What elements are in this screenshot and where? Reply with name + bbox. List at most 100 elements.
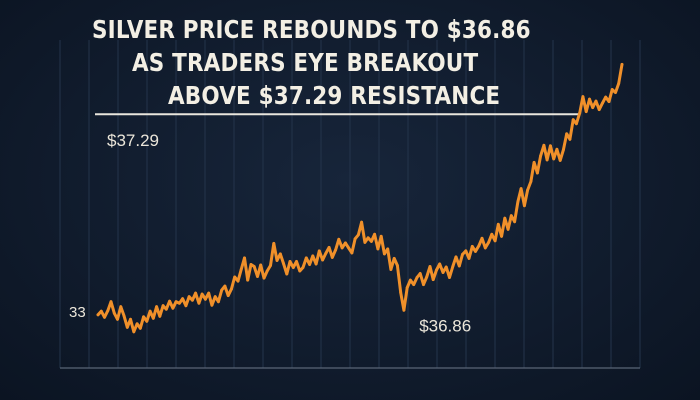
price-point bbox=[269, 264, 272, 267]
price-point bbox=[474, 250, 477, 253]
price-point bbox=[435, 268, 438, 272]
price-point bbox=[545, 158, 549, 162]
price-point bbox=[409, 278, 412, 282]
price-point bbox=[464, 249, 468, 253]
price-point bbox=[178, 301, 181, 305]
price-point bbox=[213, 295, 217, 299]
price-point bbox=[161, 304, 165, 308]
price-point bbox=[321, 258, 324, 262]
price-point bbox=[282, 262, 285, 265]
price-point bbox=[509, 214, 513, 218]
price-point bbox=[549, 144, 552, 148]
price-point bbox=[532, 161, 536, 164]
price-point bbox=[542, 143, 546, 147]
price-point bbox=[249, 263, 253, 266]
price-point bbox=[308, 263, 311, 266]
price-point bbox=[597, 108, 601, 111]
price-point bbox=[490, 232, 494, 236]
price-point bbox=[187, 295, 191, 299]
price-point bbox=[415, 276, 419, 279]
price-point bbox=[191, 298, 194, 302]
price-point bbox=[239, 268, 243, 271]
price-point bbox=[122, 314, 126, 318]
price-point bbox=[327, 246, 331, 249]
price-point bbox=[210, 303, 214, 307]
price-point bbox=[304, 256, 308, 260]
price-point bbox=[444, 265, 448, 269]
price-point bbox=[112, 311, 116, 315]
price-point bbox=[246, 278, 250, 282]
price-point bbox=[275, 259, 279, 262]
price-point bbox=[272, 242, 276, 245]
price-point bbox=[591, 106, 595, 109]
price-point bbox=[363, 241, 367, 244]
start-value-label: 33 bbox=[69, 304, 86, 321]
headline-line-2: AS TRADERS EYE BREAKOUT bbox=[132, 48, 479, 77]
price-point bbox=[99, 309, 103, 313]
price-point bbox=[399, 291, 403, 294]
price-point bbox=[480, 236, 484, 240]
price-point bbox=[470, 245, 474, 248]
price-point bbox=[379, 234, 383, 238]
price-point bbox=[256, 275, 259, 278]
price-point bbox=[340, 246, 344, 250]
price-point bbox=[138, 326, 142, 330]
price-point bbox=[168, 299, 172, 303]
price-point bbox=[526, 188, 529, 192]
price-point bbox=[220, 288, 224, 292]
price-point bbox=[223, 284, 227, 288]
price-point bbox=[496, 222, 500, 226]
price-point bbox=[301, 266, 305, 269]
price-point bbox=[607, 100, 611, 103]
headline-line-1: SILVER PRICE REBOUNDS TO $36.86 bbox=[92, 15, 531, 44]
price-point bbox=[552, 157, 556, 161]
price-point bbox=[181, 297, 185, 301]
price-point bbox=[262, 276, 266, 280]
price-point bbox=[96, 313, 100, 317]
price-point bbox=[334, 248, 337, 252]
price-point bbox=[412, 283, 416, 286]
price-point bbox=[106, 309, 110, 313]
price-point bbox=[373, 232, 376, 236]
price-point bbox=[503, 216, 507, 220]
price-point bbox=[500, 234, 503, 238]
price-point bbox=[405, 286, 409, 289]
price-point bbox=[360, 220, 363, 224]
price-point bbox=[132, 330, 136, 334]
price-point bbox=[317, 249, 321, 253]
price-point bbox=[324, 252, 328, 255]
price-point bbox=[171, 306, 175, 310]
price-point bbox=[558, 159, 562, 162]
price-point bbox=[129, 317, 132, 321]
price-point bbox=[337, 237, 341, 241]
price-point bbox=[295, 260, 298, 263]
price-point bbox=[493, 239, 497, 243]
price-point bbox=[581, 95, 585, 98]
price-point bbox=[438, 262, 442, 266]
price-point bbox=[516, 200, 520, 204]
price-point bbox=[451, 265, 455, 268]
price-point bbox=[565, 132, 569, 136]
price-point bbox=[350, 251, 354, 255]
price-point bbox=[425, 275, 429, 279]
price-point bbox=[151, 316, 155, 320]
price-point bbox=[285, 272, 289, 276]
price-point bbox=[448, 276, 451, 279]
price-point bbox=[357, 233, 360, 237]
price-point bbox=[562, 148, 565, 152]
price-point bbox=[155, 305, 159, 309]
price-point bbox=[236, 279, 240, 283]
price-point bbox=[366, 236, 370, 240]
price-point bbox=[330, 256, 334, 259]
price-point bbox=[519, 187, 523, 191]
price-point bbox=[604, 95, 608, 99]
price-point bbox=[347, 246, 350, 250]
price-point bbox=[314, 262, 318, 266]
price-point bbox=[204, 297, 207, 301]
price-point bbox=[402, 308, 406, 312]
price-point bbox=[376, 247, 380, 251]
price-point bbox=[230, 287, 233, 291]
price-point bbox=[422, 283, 425, 286]
price-point bbox=[370, 240, 373, 243]
